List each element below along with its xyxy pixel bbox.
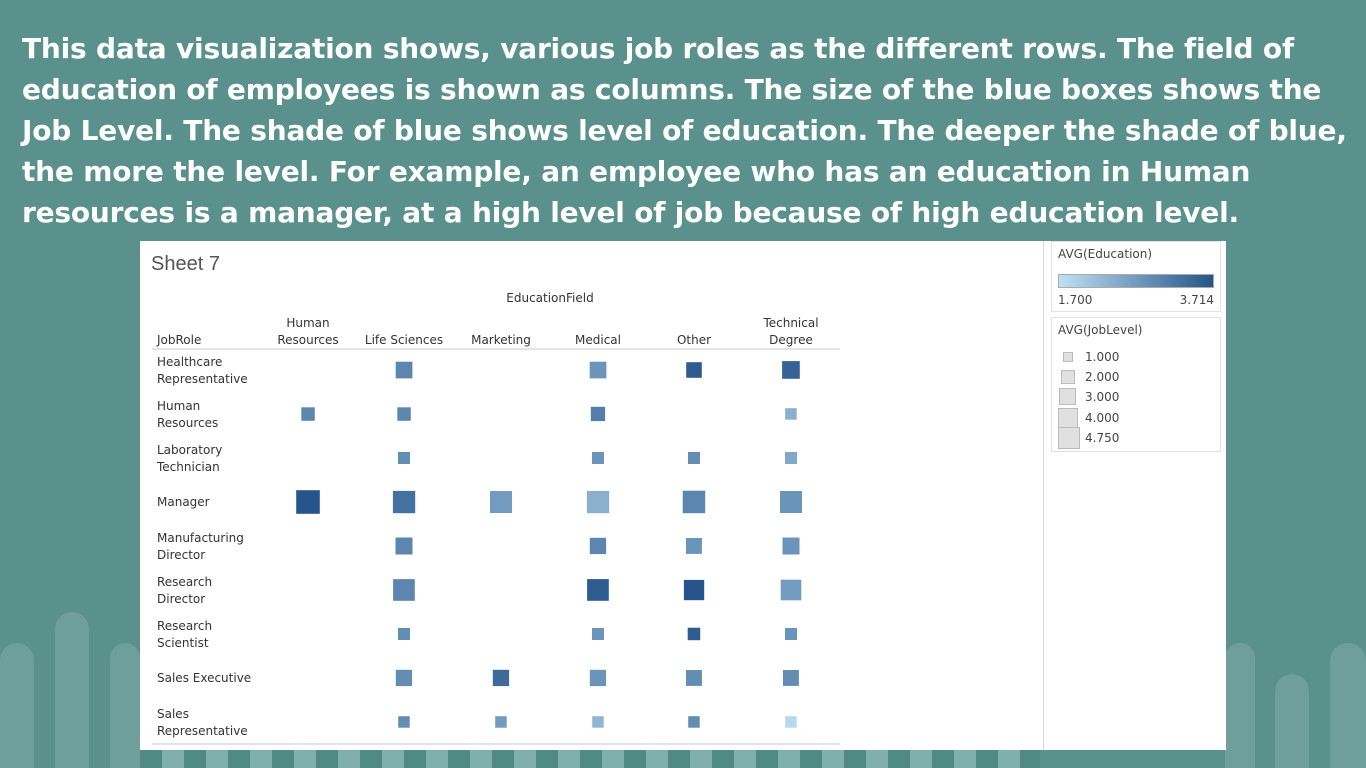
row-header: Sales Executive (157, 671, 251, 685)
heatmap-cell (589, 537, 607, 555)
legend-pane: AVG(Education) 1.700 3.714 AVG(JobLevel)… (1043, 241, 1226, 750)
row-header: Sales (157, 707, 189, 721)
column-field-label: EducationField (506, 291, 593, 305)
decorative-strip (140, 750, 1040, 768)
heatmap-cell (397, 407, 411, 421)
row-header: Technician (156, 460, 220, 474)
heatmap-cell (492, 669, 510, 687)
color-legend: AVG(Education) 1.700 3.714 (1051, 241, 1221, 312)
row-header: Representative (157, 724, 248, 738)
heatmap-cell (589, 669, 607, 687)
heatmap-cell (490, 491, 512, 513)
caption-text: This data visualization shows, various j… (22, 32, 1347, 229)
heatmap-cell (592, 628, 604, 640)
heatmap-cell (393, 579, 415, 601)
column-header: Life Sciences (365, 333, 443, 347)
heatmap-cell (587, 579, 609, 601)
row-header: Scientist (157, 636, 209, 650)
heatmap-cell (592, 452, 604, 464)
size-legend-swatch (1061, 370, 1075, 384)
size-legend-swatch (1058, 427, 1080, 449)
sheet-title: Sheet 7 (151, 253, 220, 275)
heatmap-cell (590, 406, 606, 422)
heatmap-cell (586, 490, 610, 514)
column-header: Human (286, 316, 329, 330)
size-legend-title: AVG(JobLevel) (1058, 323, 1143, 337)
size-legend-swatch (1058, 408, 1078, 428)
heatmap-cell (395, 361, 413, 379)
background-bar (1330, 643, 1366, 768)
heatmap-cell (398, 628, 410, 640)
column-header: Marketing (471, 333, 531, 347)
row-header: Research (157, 619, 212, 633)
background-bar (1225, 643, 1255, 768)
column-header: Technical (762, 316, 818, 330)
row-header: Director (157, 548, 205, 562)
heatmap-cell (780, 579, 802, 601)
heatmap-cell (688, 716, 700, 728)
heatmap-cell (686, 670, 702, 686)
background-bar (110, 643, 140, 768)
heatmap-cell (785, 716, 797, 728)
heatmap-cell (782, 537, 800, 555)
column-header: Degree (769, 333, 813, 347)
row-field-label: JobRole (156, 333, 201, 347)
row-header: Director (157, 592, 205, 606)
size-legend-label: 2.000 (1085, 370, 1120, 384)
size-legend-label: 4.750 (1085, 431, 1120, 445)
heatmap-cell (780, 491, 802, 513)
column-header: Other (677, 333, 711, 347)
color-ramp (1058, 274, 1214, 288)
row-header: Human (157, 399, 200, 413)
heatmap-cell (398, 452, 410, 464)
heatmap-cell (301, 407, 315, 421)
heatmap-cell (395, 537, 413, 555)
size-legend-swatch (1063, 352, 1073, 362)
row-header: Manufacturing (157, 531, 244, 545)
heatmap-cell (495, 716, 507, 728)
heatmap-cell (687, 627, 701, 641)
heatmap-cell (785, 452, 797, 464)
heatmap-cell (398, 716, 410, 728)
size-legend-swatch (1059, 388, 1076, 405)
column-header: Medical (575, 333, 621, 347)
heatmap-cell (686, 538, 702, 554)
heatmap-cell (589, 361, 607, 379)
size-legend: AVG(JobLevel) 1.000 2.000 3.000 4.000 4.… (1051, 317, 1221, 452)
background-bar (1275, 674, 1309, 768)
heatmap-cell (688, 452, 700, 464)
size-legend-label: 1.000 (1085, 350, 1120, 364)
heatmap-cell (392, 490, 416, 514)
heatmap-cell (683, 579, 705, 601)
row-header: Healthcare (157, 355, 222, 369)
size-legend-label: 4.000 (1085, 411, 1120, 425)
column-header: Resources (277, 333, 338, 347)
row-header: Manager (157, 495, 210, 509)
tableau-sheet-panel: Sheet 7 EducationField JobRole Human Resour… (140, 241, 1226, 750)
row-header: Resources (157, 416, 218, 430)
color-legend-max: 3.714 (1179, 293, 1214, 307)
color-legend-title: AVG(Education) (1058, 247, 1153, 261)
heatmap-cell (686, 362, 702, 378)
heatmap-cell (782, 361, 800, 379)
background-bar (0, 643, 34, 768)
row-header: Laboratory (157, 443, 222, 457)
heatmap-cell (785, 628, 797, 640)
row-header: Representative (157, 372, 248, 386)
heatmap-cell (395, 669, 413, 687)
row-header: Research (157, 575, 212, 589)
size-legend-label: 3.000 (1085, 390, 1120, 404)
heatmap-cell (296, 490, 320, 514)
color-legend-min: 1.700 (1058, 293, 1093, 307)
heatmap-chart: EducationField JobRole Human Resources Life … (152, 291, 840, 745)
heatmap-cell (785, 408, 797, 420)
heatmap-cell (682, 490, 706, 514)
heatmap-cell (592, 716, 604, 728)
heatmap-cell (783, 670, 799, 686)
background-bar (55, 612, 89, 768)
